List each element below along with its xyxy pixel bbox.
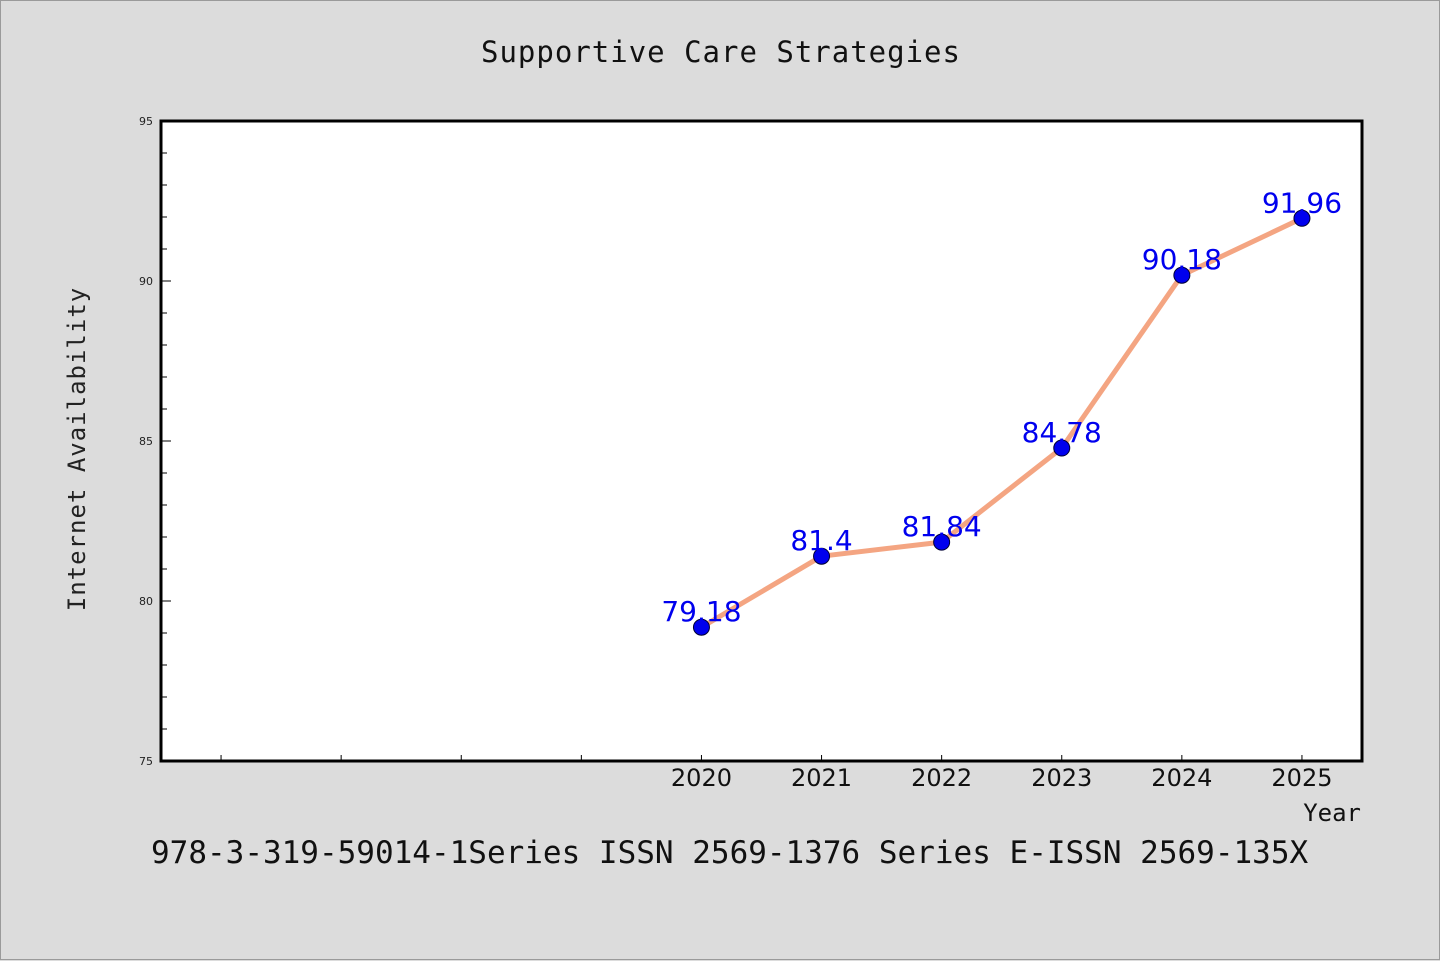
y-tick-label: 95 [139,115,153,128]
y-tick-label: 85 [139,435,153,448]
x-tick-label: 2024 [1151,764,1212,792]
data-point [933,533,951,551]
data-label: 81.84 [902,510,982,543]
data-label: 91.96 [1262,186,1342,219]
y-tick-label: 75 [139,755,153,768]
x-tick-label: 2020 [671,764,732,792]
y-tick-label: 90 [139,275,153,288]
data-point [1293,209,1311,227]
data-label: 90.18 [1142,243,1222,276]
data-point [692,618,710,636]
chart-title: Supportive Care Strategies [481,35,961,69]
data-label: 79.18 [661,595,741,628]
data-point [1053,439,1071,457]
data-point [1173,266,1191,284]
footer-isbn-text: 978-3-319-59014-1Series ISSN 2569-1376 S… [151,835,1309,871]
series-markers [692,209,1311,636]
data-label: 81.4 [790,524,852,557]
series-line [699,215,1305,630]
plot-area [159,119,1364,763]
x-axis-label: Year [1303,799,1361,827]
x-tick-label: 2023 [1031,764,1092,792]
x-tick-label: 2025 [1271,764,1332,792]
y-tick-label: 80 [139,595,153,608]
y-axis-ticks: 75 80 85 90 95 [139,115,171,768]
x-tick-label: 2021 [791,764,852,792]
data-labels: 79.18 81.4 81.84 84.78 90.18 91.96 [661,186,1342,628]
data-label: 84.78 [1022,416,1102,449]
x-tick-label: 2022 [911,764,972,792]
x-axis-ticks: 2020 2021 2022 2023 2024 2025 [220,755,1332,792]
data-point [813,547,831,565]
